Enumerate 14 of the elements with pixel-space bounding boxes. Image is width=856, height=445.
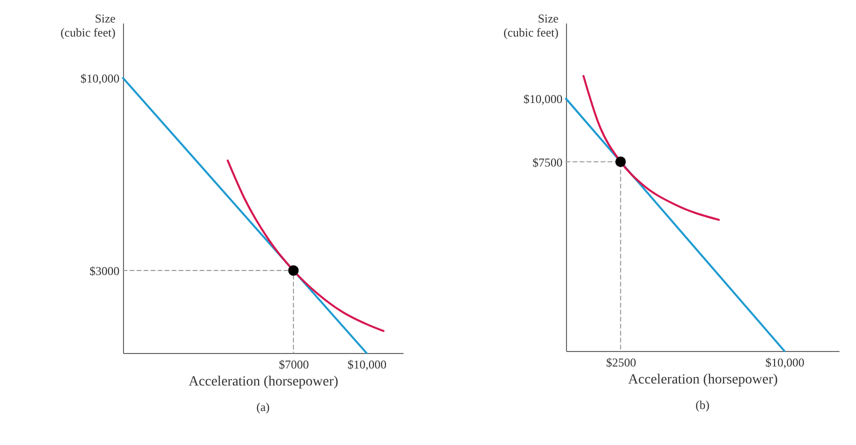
y-axis-title: Size (cubic feet) <box>504 12 558 40</box>
y-tick-label: $7500 <box>532 155 562 170</box>
x-tick-label: $10,000 <box>347 358 386 372</box>
line-series <box>582 74 720 221</box>
line-series <box>226 160 385 332</box>
x-axis-title: Acceleration (horsepower) <box>188 374 339 390</box>
x-tick-label: $10,000 <box>765 356 804 370</box>
x-axis-title: Acceleration (horsepower) <box>628 372 778 388</box>
y-tick-label: $3000 <box>90 264 120 278</box>
text: (a) <box>256 400 270 414</box>
x-tick-label: $7000 <box>278 358 309 372</box>
x-tick-label: $2500 <box>606 356 636 370</box>
text: (b) <box>696 398 710 412</box>
y-axis-title: Size (cubic feet) <box>60 12 116 40</box>
